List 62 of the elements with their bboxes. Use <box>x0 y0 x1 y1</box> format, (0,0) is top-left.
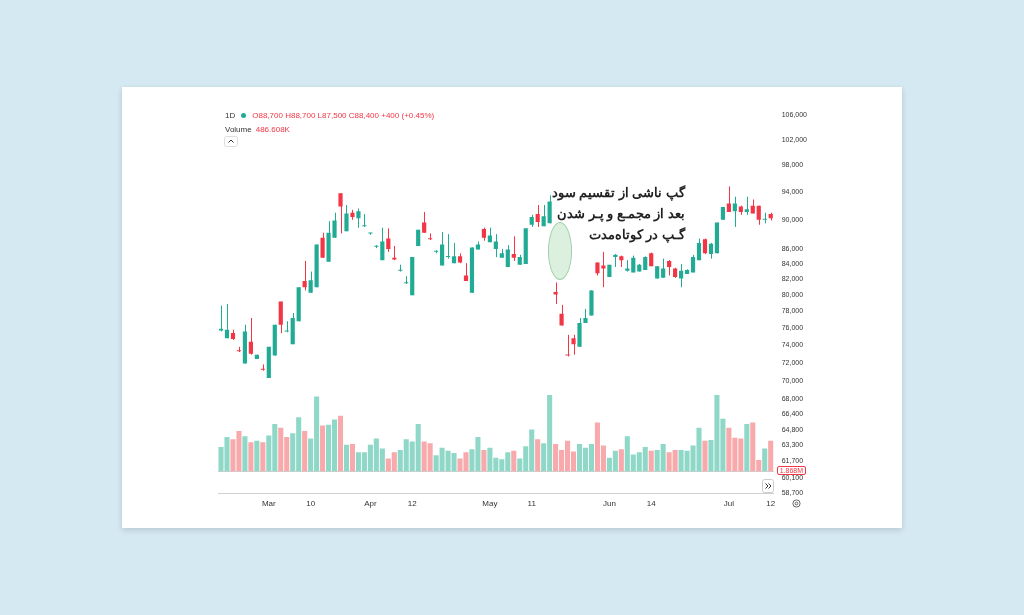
x-tick-label: Jul <box>723 499 735 509</box>
bar <box>511 451 517 472</box>
annotation: گپ ناشی از تقسیم سود بعد از مجمـع و پـر شدن گـپ در کوتاه‌مدت <box>550 184 685 245</box>
x-tick-label: Jun <box>602 499 616 509</box>
annotation: 486.608K <box>255 125 290 134</box>
bar <box>254 441 260 472</box>
bar <box>302 431 308 472</box>
x-tick-label: 12 <box>407 499 418 509</box>
candlestick <box>744 196 749 216</box>
candlestick <box>308 271 313 294</box>
candlestick <box>344 204 349 232</box>
candlestick <box>362 213 367 228</box>
candlestick <box>726 186 731 213</box>
candlestick <box>302 260 307 291</box>
chart-title: Volume <box>225 125 252 134</box>
bar <box>618 449 624 472</box>
bar <box>762 448 768 472</box>
x-tick-label: Apr <box>364 499 377 509</box>
candlestick <box>511 235 516 262</box>
candlestick <box>547 194 552 224</box>
candlestick <box>278 301 283 334</box>
bar <box>768 441 774 472</box>
x-tick-label: May <box>482 499 498 509</box>
candlestick <box>386 227 391 253</box>
candlestick <box>559 304 564 326</box>
bar <box>242 436 248 472</box>
candlestick <box>445 233 451 260</box>
candlestick <box>535 204 540 228</box>
candlestick <box>565 334 570 357</box>
candlestick <box>661 258 666 279</box>
candlestick <box>218 305 224 332</box>
x-tick-label: 12 <box>766 499 776 509</box>
bar <box>320 425 326 472</box>
candlestick <box>493 233 498 258</box>
bar <box>337 416 344 472</box>
bar <box>702 441 708 472</box>
bar <box>248 442 254 472</box>
x-tick-label: 10 <box>306 499 316 509</box>
bar <box>648 451 654 472</box>
x-tick-label: 14 <box>646 499 657 509</box>
bar <box>343 445 350 472</box>
x-tick-label: Mar <box>261 499 277 509</box>
candlestick <box>440 231 445 266</box>
candlestick <box>422 211 427 234</box>
x-tick-label: 11 <box>527 499 537 509</box>
candlestick <box>248 317 253 356</box>
bar <box>349 444 355 472</box>
candlestick <box>380 227 385 261</box>
bar <box>481 450 487 472</box>
annotation: O88,700 H88,700 L87,500 C88,400 +400 (+0.45%) <box>252 111 435 120</box>
candlestick <box>571 334 576 356</box>
candlestick <box>260 363 265 372</box>
chart-title: 1D <box>225 111 236 120</box>
candlestick <box>577 317 582 348</box>
bar <box>260 442 266 472</box>
candlestick <box>678 263 684 288</box>
candlestick <box>284 320 289 333</box>
bar <box>744 424 750 472</box>
bar <box>535 439 541 472</box>
candlestick <box>356 207 361 229</box>
candlestick <box>320 232 325 259</box>
candlestick <box>338 192 343 234</box>
